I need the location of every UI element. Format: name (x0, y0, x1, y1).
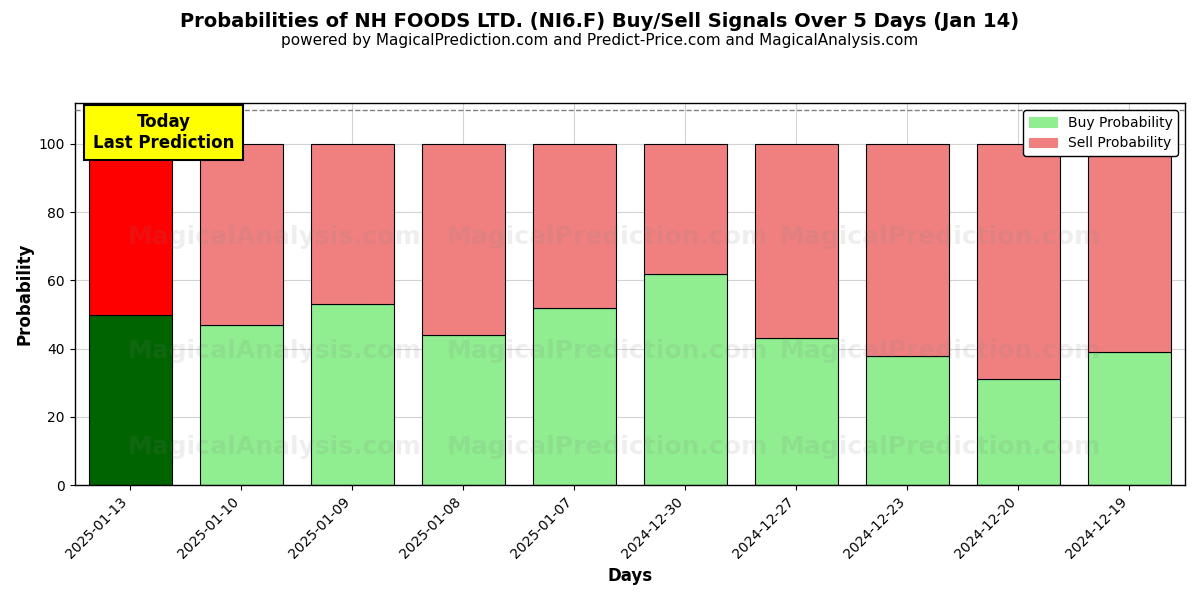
Bar (89, 144, 172, 314)
Bar (865, 356, 949, 485)
Text: MagicalPrediction.com: MagicalPrediction.com (446, 225, 768, 249)
Bar (311, 144, 394, 304)
Bar (1088, 352, 1171, 485)
Text: MagicalPrediction.com: MagicalPrediction.com (780, 225, 1102, 249)
Bar (199, 325, 283, 485)
Legend: Buy Probability, Sell Probability: Buy Probability, Sell Probability (1024, 110, 1178, 156)
Text: MagicalAnalysis.com: MagicalAnalysis.com (127, 340, 421, 364)
Text: MagicalAnalysis.com: MagicalAnalysis.com (127, 225, 421, 249)
Text: MagicalPrediction.com: MagicalPrediction.com (446, 435, 768, 459)
Bar (643, 274, 727, 485)
Bar (755, 338, 838, 485)
Text: MagicalAnalysis.com: MagicalAnalysis.com (127, 435, 421, 459)
Y-axis label: Probability: Probability (16, 243, 34, 346)
Bar (533, 144, 616, 308)
Text: powered by MagicalPrediction.com and Predict-Price.com and MagicalAnalysis.com: powered by MagicalPrediction.com and Pre… (281, 33, 919, 48)
Bar (421, 144, 505, 335)
Bar (977, 144, 1060, 379)
Bar (977, 379, 1060, 485)
Text: MagicalPrediction.com: MagicalPrediction.com (780, 435, 1102, 459)
Bar (865, 144, 949, 356)
Bar (755, 144, 838, 338)
Text: MagicalPrediction.com: MagicalPrediction.com (780, 340, 1102, 364)
Text: Probabilities of NH FOODS LTD. (NI6.F) Buy/Sell Signals Over 5 Days (Jan 14): Probabilities of NH FOODS LTD. (NI6.F) B… (180, 12, 1020, 31)
Bar (533, 308, 616, 485)
Text: MagicalPrediction.com: MagicalPrediction.com (446, 340, 768, 364)
Bar (643, 144, 727, 274)
Bar (89, 314, 172, 485)
Bar (311, 304, 394, 485)
Text: Today
Last Prediction: Today Last Prediction (92, 113, 234, 152)
Bar (421, 335, 505, 485)
Bar (199, 144, 283, 325)
Bar (1088, 144, 1171, 352)
X-axis label: Days: Days (607, 567, 653, 585)
